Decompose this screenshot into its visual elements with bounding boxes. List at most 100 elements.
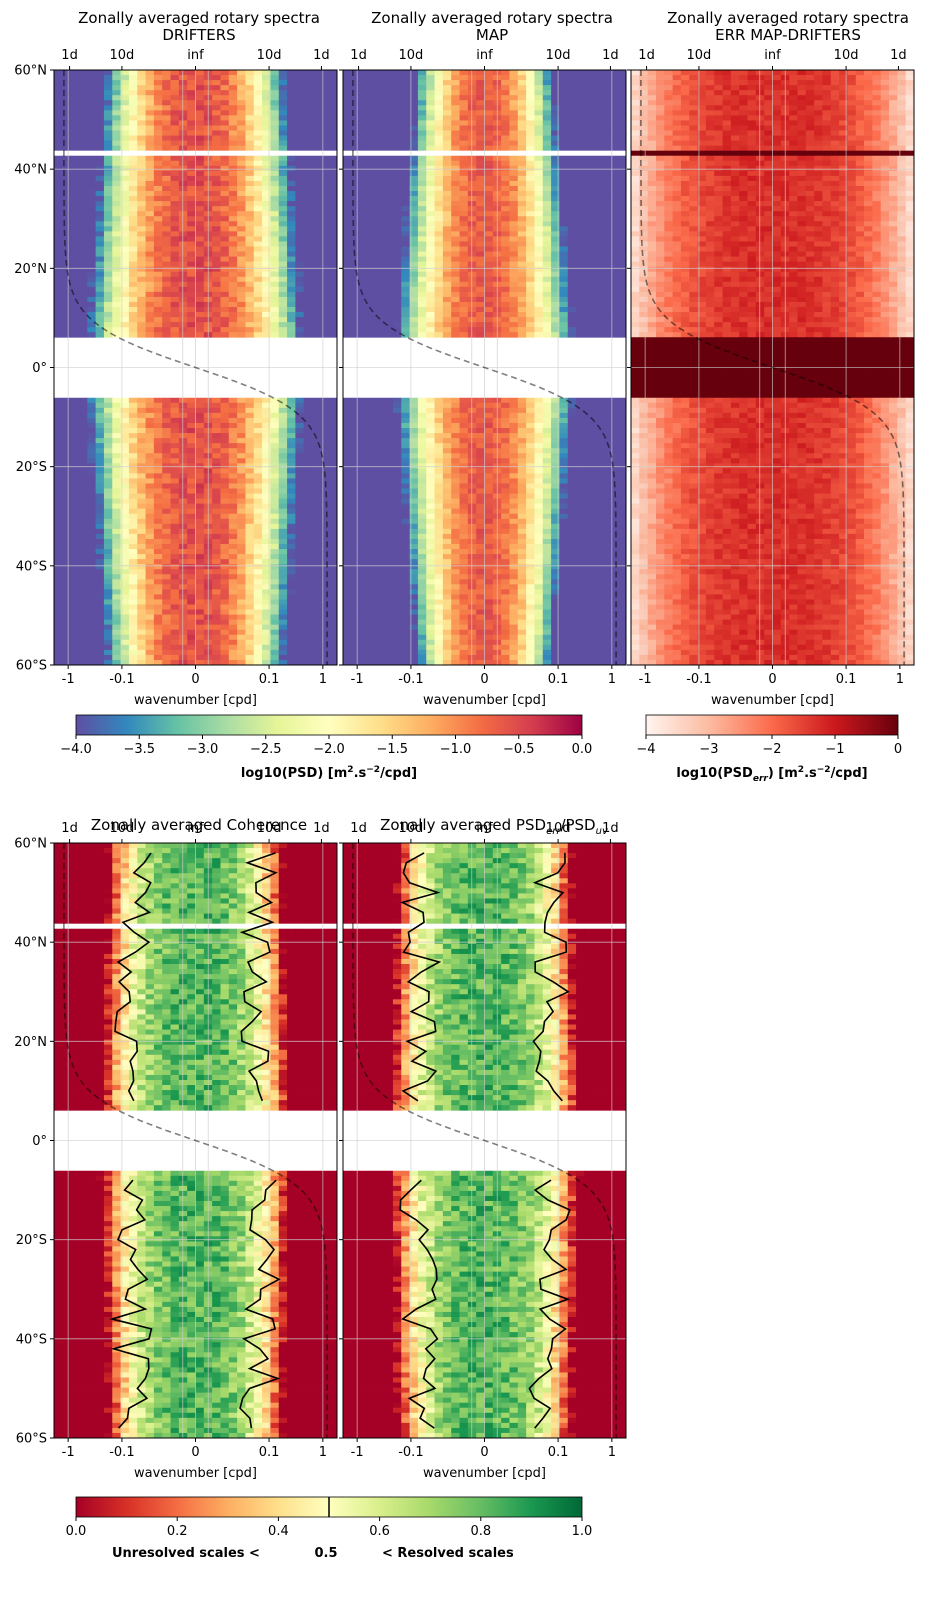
heatmap-cell (435, 146, 444, 151)
heatmap-cell (187, 463, 196, 468)
heatmap-cell (154, 246, 163, 251)
heatmap-cell (518, 95, 527, 100)
heatmap-cell (385, 136, 394, 141)
heatmap-cell (196, 262, 205, 267)
heatmap-cell (593, 252, 602, 257)
heatmap-cell (129, 504, 138, 509)
heatmap-cell (509, 166, 518, 171)
heatmap-cell (71, 166, 80, 171)
heatmap-cell (270, 468, 279, 473)
heatmap-cell (254, 166, 263, 171)
heatmap-cell (229, 327, 238, 332)
heatmap-cell (287, 246, 296, 251)
heatmap-cell (237, 625, 246, 630)
heatmap-cell (62, 494, 71, 499)
heatmap-cell (171, 241, 180, 246)
heatmap-cell (237, 226, 246, 231)
heatmap-cell (254, 267, 263, 272)
heatmap-cell (593, 100, 602, 105)
heatmap-cell (426, 231, 435, 236)
heatmap-cell (287, 120, 296, 125)
heatmap-cell (295, 70, 304, 75)
heatmap-cell (534, 241, 543, 246)
heatmap-cell (576, 110, 585, 115)
heatmap-cell (237, 181, 246, 186)
heatmap-cell (601, 166, 610, 171)
heatmap-cell (279, 448, 288, 453)
heatmap-cell (279, 509, 288, 514)
heatmap-cell (129, 579, 138, 584)
heatmap-cell (104, 519, 113, 524)
heatmap-cell (62, 499, 71, 504)
heatmap-cell (62, 509, 71, 514)
heatmap-cell (212, 443, 221, 448)
heatmap-cell (54, 166, 63, 171)
heatmap-cell (62, 403, 71, 408)
heatmap-cell (146, 267, 155, 272)
heatmap-cell (237, 252, 246, 257)
heatmap-cell (584, 171, 593, 176)
heatmap-cell (212, 80, 221, 85)
heatmap-cell (295, 171, 304, 176)
heatmap-cell (543, 252, 552, 257)
heatmap-cell (295, 277, 304, 282)
heatmap-cell (245, 418, 254, 423)
heatmap-cell (262, 312, 271, 317)
heatmap-cell (137, 564, 146, 569)
heatmap-cell (196, 655, 205, 660)
heatmap-cell (62, 554, 71, 559)
heatmap-cell (171, 267, 180, 272)
heatmap-cell (295, 463, 304, 468)
heatmap-cell (304, 95, 313, 100)
heatmap-cell (137, 433, 146, 438)
heatmap-cell (584, 115, 593, 120)
heatmap-cell (146, 282, 155, 287)
heatmap-cell (179, 514, 188, 519)
heatmap-cell (435, 257, 444, 262)
heatmap-cell (270, 252, 279, 257)
heatmap-cell (526, 191, 535, 196)
heatmap-cell (71, 216, 80, 221)
heatmap-cell (71, 559, 80, 564)
heatmap-cell (220, 554, 229, 559)
heatmap-cell (509, 231, 518, 236)
heatmap-cell (593, 131, 602, 136)
heatmap-cell (584, 181, 593, 186)
heatmap-cell (162, 141, 171, 146)
heatmap-cell (96, 317, 105, 322)
heatmap-cell (179, 418, 188, 423)
heatmap-cell (179, 630, 188, 635)
heatmap-cell (229, 307, 238, 312)
heatmap-cell (171, 489, 180, 494)
heatmap-cell (179, 327, 188, 332)
heatmap-cell (320, 509, 329, 514)
heatmap-cell (87, 428, 96, 433)
heatmap-cell (551, 236, 560, 241)
heatmap-cell (129, 252, 138, 257)
heatmap-cell (304, 231, 313, 236)
heatmap-cell (154, 141, 163, 146)
heatmap-cell (245, 539, 254, 544)
heatmap-cell (312, 615, 321, 620)
heatmap-cell (146, 241, 155, 246)
heatmap-cell (196, 438, 205, 443)
heatmap-cell (187, 413, 196, 418)
heatmap-cell (343, 241, 352, 246)
heatmap-cell (237, 610, 246, 615)
heatmap-cell (468, 90, 477, 95)
heatmap-cell (576, 252, 585, 257)
heatmap-cell (196, 615, 205, 620)
heatmap-cell (229, 181, 238, 186)
heatmap-cell (104, 549, 113, 554)
heatmap-cell (87, 539, 96, 544)
heatmap-cell (171, 403, 180, 408)
heatmap-cell (79, 594, 88, 599)
heatmap-cell (104, 630, 113, 635)
heatmap-cell (62, 231, 71, 236)
heatmap-cell (601, 136, 610, 141)
heatmap-cell (279, 226, 288, 231)
heatmap-cell (451, 70, 460, 75)
heatmap-cell (137, 413, 146, 418)
heatmap-cell (237, 499, 246, 504)
heatmap-cell (171, 246, 180, 251)
